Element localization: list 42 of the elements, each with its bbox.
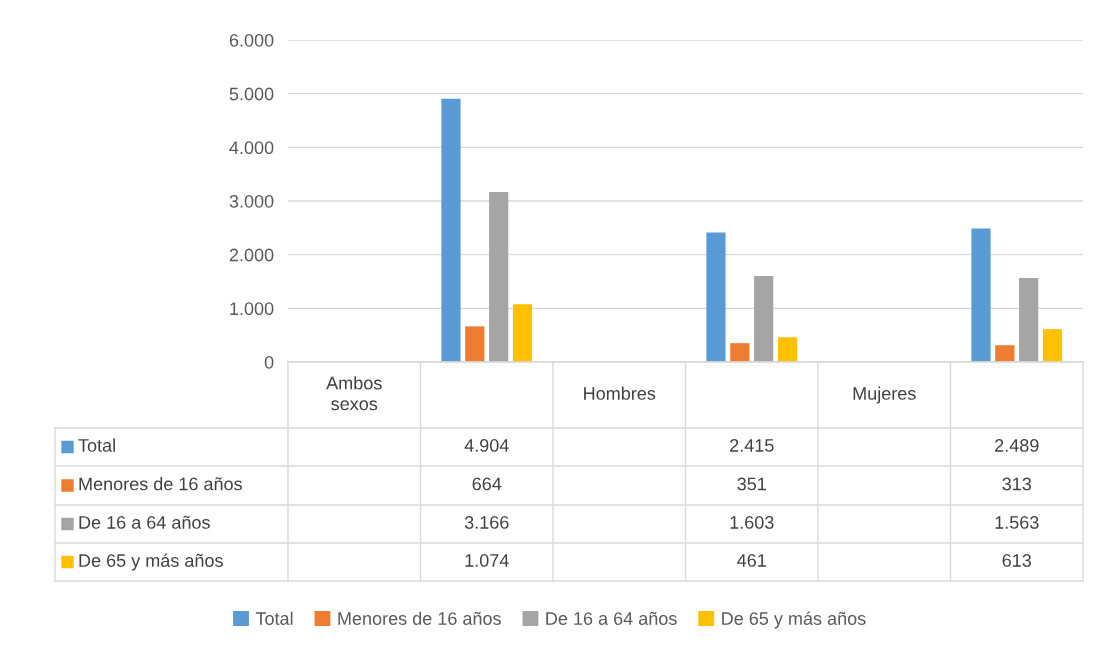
x-tick-label: Hombres xyxy=(584,386,656,400)
x-tick-label: Mujeres xyxy=(853,386,916,404)
bar xyxy=(971,228,991,362)
legend-label: De 16 a 64 años xyxy=(546,611,677,625)
legend-label: De 65 y más años xyxy=(722,611,866,629)
text: Total xyxy=(78,438,115,452)
data-label: 2.489 xyxy=(995,439,1039,452)
bar xyxy=(777,337,798,362)
y-tick-label: 6.000 xyxy=(229,33,274,47)
bar xyxy=(465,326,485,362)
y-tick-label: 1.000 xyxy=(230,302,274,316)
text: De 65 y más años xyxy=(79,553,223,571)
bar xyxy=(754,275,774,362)
bar xyxy=(512,304,533,362)
bar xyxy=(441,98,461,362)
data-label: 1.563 xyxy=(995,516,1039,529)
y-tick-label: 5.000 xyxy=(229,87,274,101)
data-label: 351 xyxy=(737,477,766,491)
data-label: 3.166 xyxy=(464,516,509,529)
bar xyxy=(1042,329,1063,362)
data-label: 1.074 xyxy=(465,554,509,567)
legend-label: Menores de 16 años xyxy=(338,611,501,625)
y-tick-label: 2.000 xyxy=(229,248,274,262)
bar xyxy=(489,192,509,362)
text: Menores de 16 años xyxy=(79,477,242,491)
y-tick-label: 0 xyxy=(264,355,274,369)
bar xyxy=(1019,278,1039,362)
data-label: 461 xyxy=(737,554,766,567)
data-label: 2.415 xyxy=(730,439,774,452)
bar xyxy=(706,232,726,362)
y-tick-label: 4.000 xyxy=(229,141,274,155)
text: De 16 a 64 años xyxy=(79,515,210,529)
data-label: 4.904 xyxy=(464,439,509,452)
bar xyxy=(995,345,1015,362)
x-tick-label: Ambos sexos xyxy=(326,376,382,411)
bar xyxy=(730,343,750,362)
legend-label: Total xyxy=(255,611,293,625)
data-label: 1.603 xyxy=(730,516,774,529)
data-label: 313 xyxy=(1002,477,1032,491)
data-label: 613 xyxy=(1002,554,1032,567)
data-label: 664 xyxy=(472,477,502,491)
y-tick-label: 3.000 xyxy=(229,194,274,208)
